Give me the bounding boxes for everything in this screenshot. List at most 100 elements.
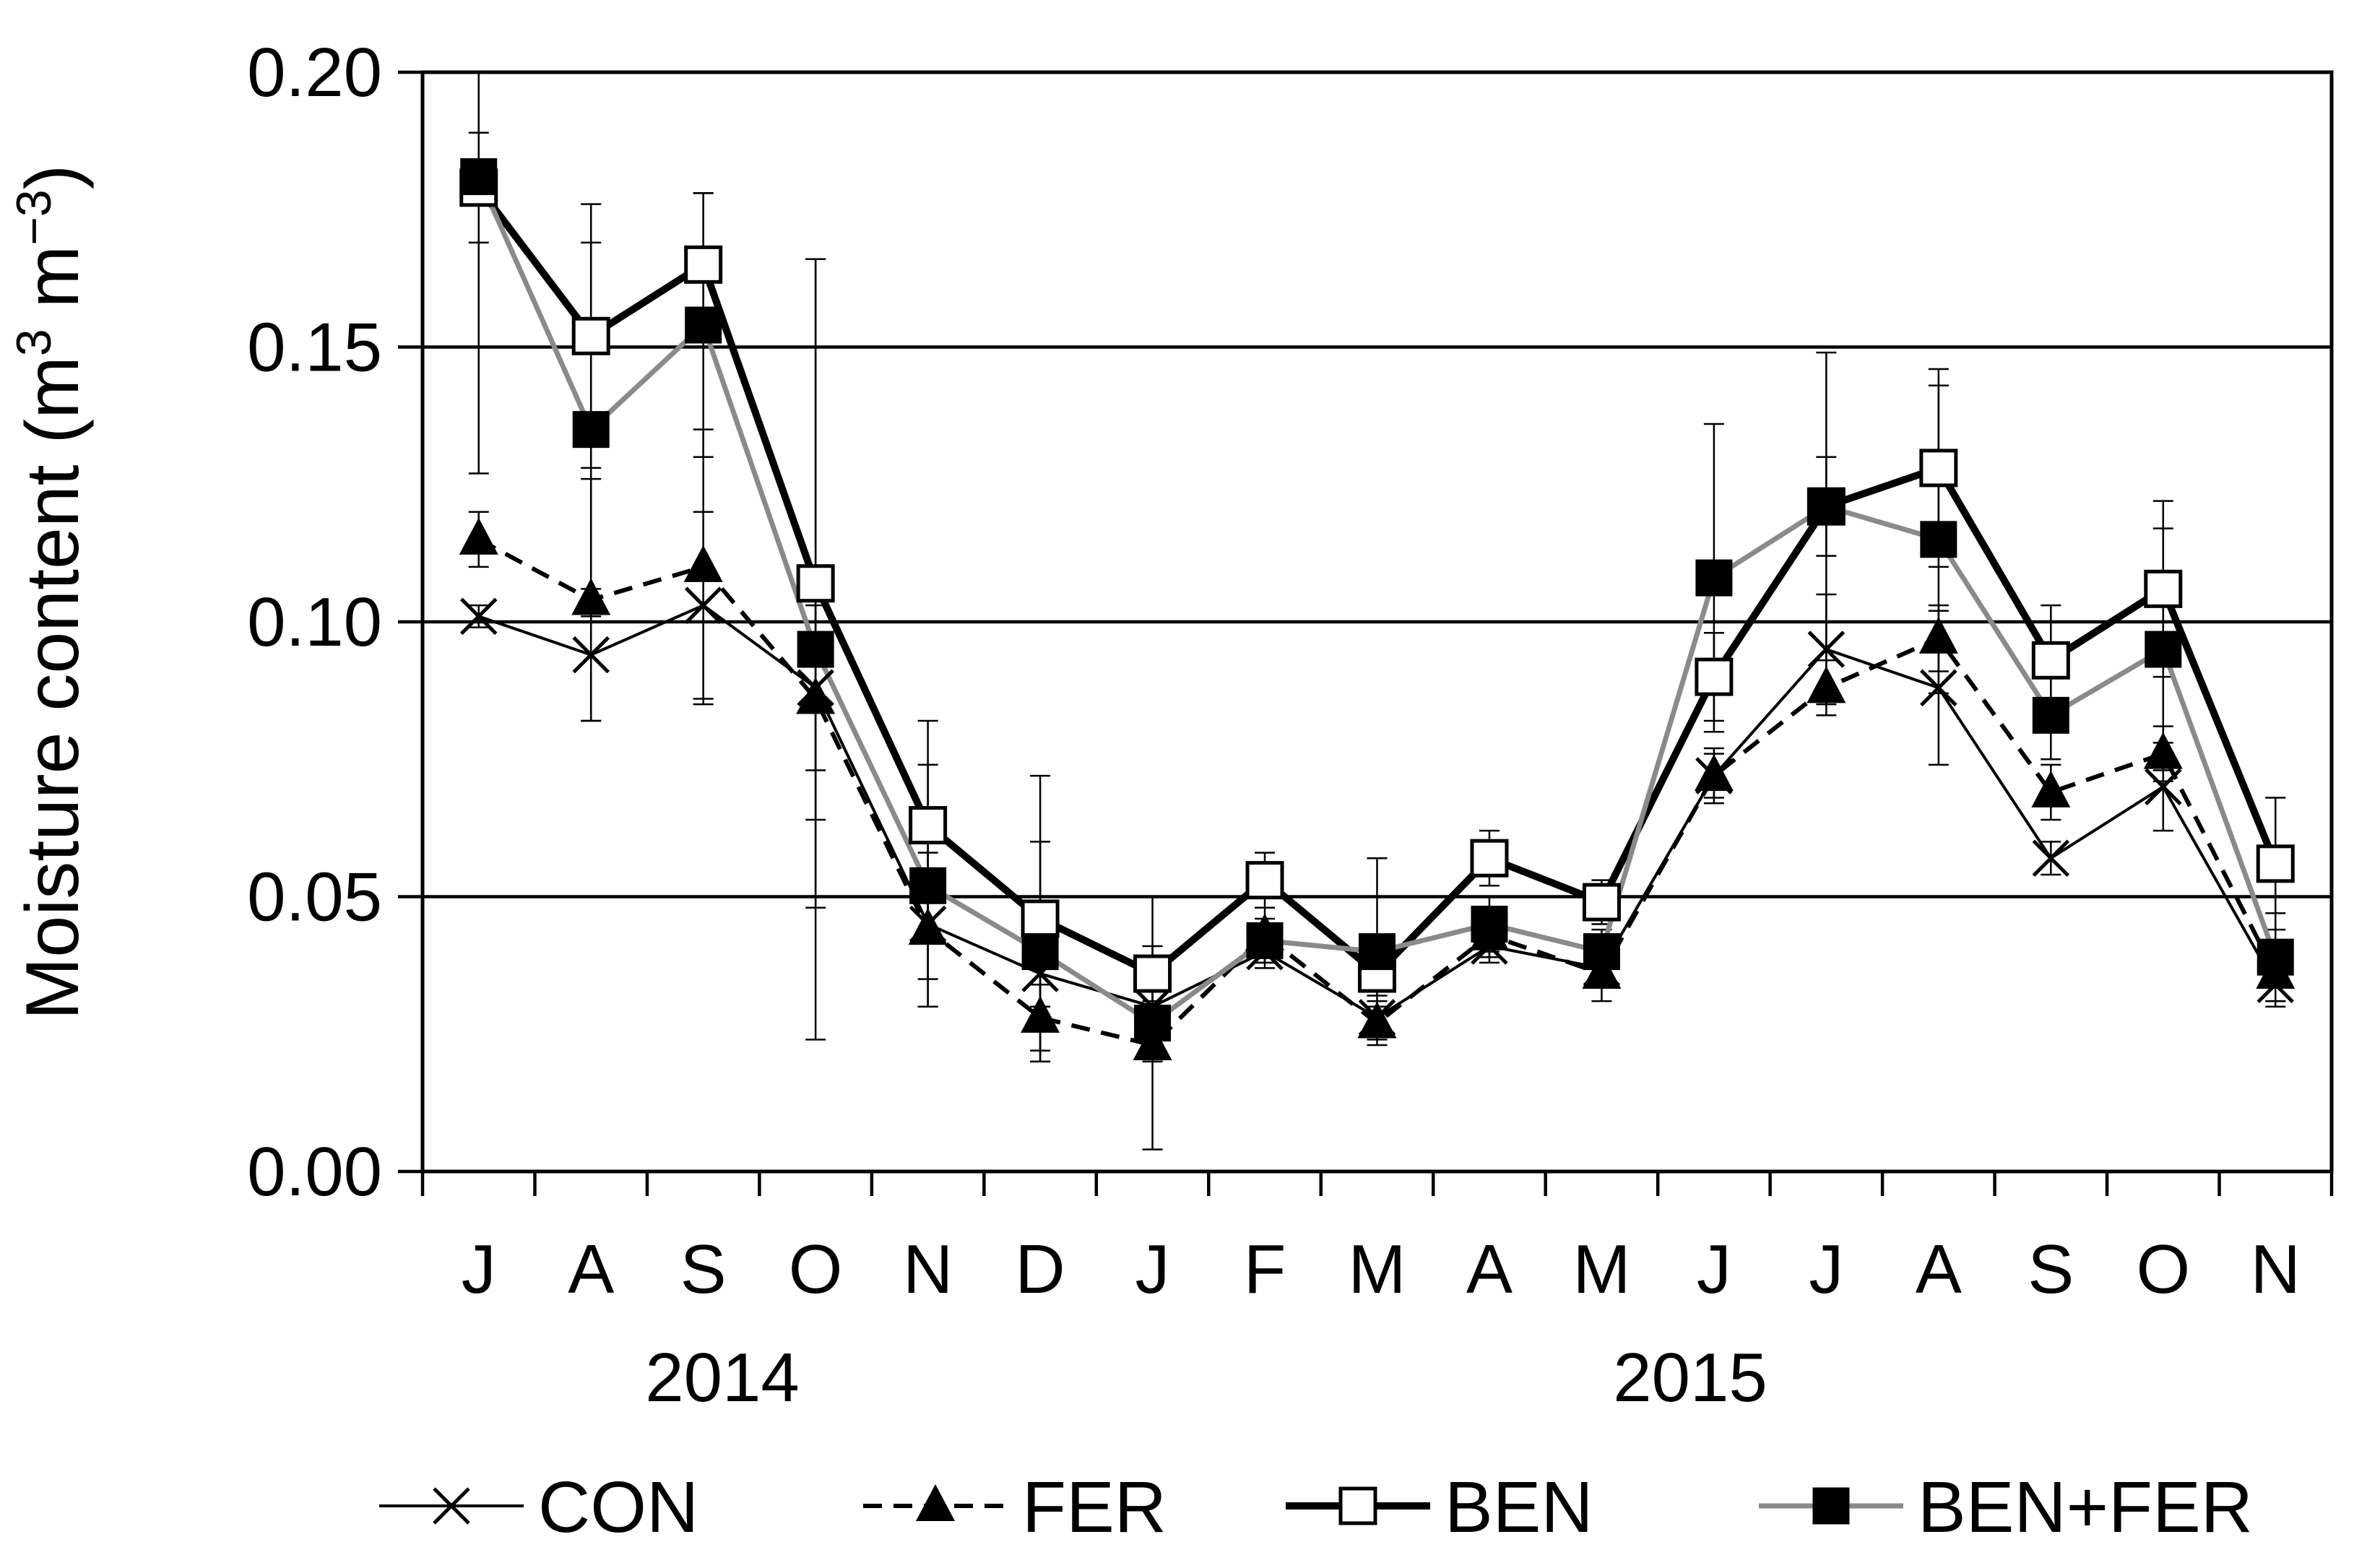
data-point-fer-10 xyxy=(1582,952,1622,989)
series-markers-fer xyxy=(459,517,2295,1060)
legend-label-con: CON xyxy=(538,1467,698,1548)
y-tick-label-1: 0.05 xyxy=(247,859,382,936)
x-tick-label-3: O xyxy=(789,1231,843,1308)
data-point-con-1-b xyxy=(572,636,610,674)
data-point-con-2 xyxy=(684,586,722,624)
data-point-fer-2 xyxy=(683,545,723,582)
y-tick-label-0: 0.00 xyxy=(247,1133,382,1210)
x-tick-label-9: A xyxy=(1466,1231,1513,1308)
data-point-con-14-b xyxy=(2032,839,2070,877)
data-point-ben-10 xyxy=(1582,883,1621,922)
legend-marker-con xyxy=(433,1487,470,1525)
data-point-fer-8 xyxy=(1357,1001,1397,1039)
data-point-con-12 xyxy=(1807,631,1845,668)
legend-item-ben-fer: BEN+FER xyxy=(1759,1467,2253,1548)
x-tick-label-0: J xyxy=(462,1231,496,1308)
legend-marker-con-b xyxy=(433,1487,470,1525)
data-point-ben-fer-16 xyxy=(2256,938,2294,976)
data-point-ben-fer-15 xyxy=(2145,631,2182,668)
data-point-ben-13 xyxy=(1919,449,1958,488)
x-tick-label-5: D xyxy=(1015,1231,1065,1308)
data-point-fer-0 xyxy=(459,517,498,555)
data-point-ben-fer-12 xyxy=(1807,488,1845,525)
x-tick-label-6: J xyxy=(1135,1231,1170,1308)
data-point-con-13-b xyxy=(1920,669,1957,707)
data-point-fer-13 xyxy=(1918,616,1958,654)
data-point-ben-fer-5 xyxy=(1021,933,1059,971)
data-point-ben-fer-11 xyxy=(1695,559,1733,597)
data-point-ben-fer-7 xyxy=(1246,922,1284,959)
data-point-ben-3 xyxy=(796,564,835,603)
data-point-ben-4 xyxy=(909,806,948,845)
data-point-ben-11 xyxy=(1695,657,1734,696)
data-point-ben-2 xyxy=(684,245,723,284)
data-point-fer-6 xyxy=(1133,1023,1172,1060)
y-tick-label-3: 0.15 xyxy=(247,309,382,386)
data-point-con-0 xyxy=(459,597,498,636)
legend-item-fer: FER xyxy=(863,1467,1167,1548)
data-point-ben-15 xyxy=(2144,569,2183,608)
data-point-ben-fer-4 xyxy=(909,867,947,904)
data-point-fer-14 xyxy=(2031,770,2071,807)
legend-label-ben-fer: BEN+FER xyxy=(1918,1467,2253,1548)
y-tick-label-2: 0.10 xyxy=(247,584,382,661)
data-point-ben-7 xyxy=(1245,861,1284,900)
data-point-fer-1 xyxy=(571,578,611,615)
x-tick-label-4: N xyxy=(903,1231,953,1308)
data-point-ben-fer-8 xyxy=(1359,933,1395,971)
x-tick-label-7: F xyxy=(1244,1231,1286,1308)
x-tick-label-15: O xyxy=(2136,1231,2190,1308)
legend-marker-ben xyxy=(1338,1486,1377,1525)
data-point-ben-14 xyxy=(2031,641,2070,680)
x-tick-label-14: S xyxy=(2028,1231,2074,1308)
y-axis-label: Moisture content (m3 m−3) xyxy=(7,165,95,1021)
series-line-fer xyxy=(477,537,2277,1047)
data-point-ben-fer-0 xyxy=(460,158,498,196)
y-axis: 0.00 0.05 0.10 0.15 0.20 xyxy=(247,34,423,1210)
x-tick-label-12: J xyxy=(1809,1231,1843,1308)
data-point-fer-12 xyxy=(1806,666,1846,703)
data-point-fer-3 xyxy=(796,677,836,714)
data-point-ben-fer-10 xyxy=(1583,933,1620,971)
data-point-ben-1 xyxy=(571,316,610,355)
legend-label-ben: BEN xyxy=(1445,1467,1593,1548)
data-point-fer-15 xyxy=(2143,732,2183,769)
data-point-con-1 xyxy=(572,636,610,674)
data-point-ben-fer-14 xyxy=(2032,696,2069,734)
data-point-ben-6 xyxy=(1133,954,1172,993)
legend-label-fer: FER xyxy=(1022,1467,1167,1548)
legend-marker-fer xyxy=(916,1484,955,1521)
legend: CON FER BEN BEN+FER xyxy=(379,1467,2253,1548)
y-tick-label-4: 0.20 xyxy=(247,34,382,111)
data-point-con-13 xyxy=(1920,669,1957,707)
data-point-ben-16 xyxy=(2256,844,2295,883)
data-point-fer-4 xyxy=(908,908,948,945)
data-point-fer-11 xyxy=(1694,754,1734,792)
data-point-ben-fer-6 xyxy=(1134,1005,1172,1042)
series-layer xyxy=(459,72,2295,1151)
data-point-ben-fer-13 xyxy=(1920,521,1957,558)
data-point-con-0-b xyxy=(459,597,498,636)
x-tick-label-10: M xyxy=(1572,1231,1630,1308)
data-point-con-15-b xyxy=(2145,768,2182,806)
data-point-ben-fer-2 xyxy=(685,306,722,344)
series-markers-ben-fer xyxy=(460,158,2294,1042)
data-point-ben-fer-9 xyxy=(1471,906,1508,943)
legend-marker-ben-fer xyxy=(1812,1487,1850,1525)
data-point-ben-fer-3 xyxy=(797,631,834,668)
data-point-con-12-b xyxy=(1807,631,1845,668)
data-point-ben-9 xyxy=(1470,839,1509,878)
data-point-con-15 xyxy=(2145,768,2182,806)
data-point-ben-fer-1 xyxy=(572,411,610,449)
data-point-con-2-b xyxy=(684,586,722,624)
x-tick-label-13: A xyxy=(1916,1231,1962,1308)
x-tick-label-11: J xyxy=(1697,1231,1731,1308)
x-tick-label-16: N xyxy=(2251,1231,2301,1308)
error-bar-s3-0 xyxy=(468,72,489,475)
data-point-fer-5 xyxy=(1021,995,1060,1033)
series-line-ben xyxy=(475,185,2279,978)
year-label-2015: 2015 xyxy=(1613,1339,1767,1416)
x-tick-label-1: A xyxy=(568,1231,614,1308)
